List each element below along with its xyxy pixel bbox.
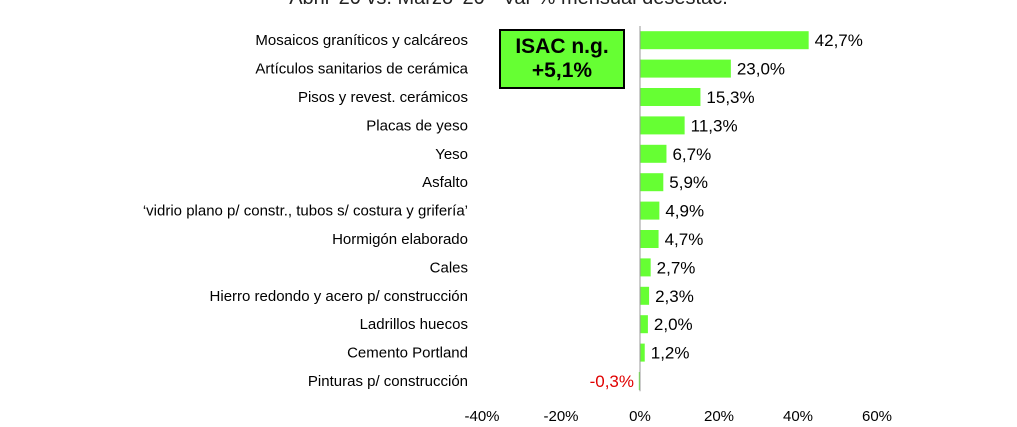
bar [640,343,645,362]
value-label: -0,3% [590,372,634,391]
x-tick-label: 0% [629,408,651,425]
value-label: 42,7% [815,31,863,50]
category-label: Yeso [435,146,468,163]
value-label: 4,9% [665,202,704,221]
bar [638,372,640,390]
isac-annotation-value: +5,1% [531,59,593,82]
bar [640,286,650,305]
bar [640,88,701,106]
bar [640,201,660,220]
value-label: 4,7% [665,230,704,249]
chart-title: Abril '20 vs. Marzo '20 - Var % mensual … [0,0,1017,10]
x-tick-label: 60% [862,408,892,425]
value-label: 6,7% [672,145,711,164]
category-label: Ladrillos huecos [360,316,468,333]
bar [640,31,809,50]
bar [640,173,664,192]
bar [640,258,651,277]
category-label: Hormigón elaborado [332,231,468,248]
isac-annotation-title: ISAC n.g. [515,35,609,58]
value-label: 2,0% [654,315,693,334]
category-label: Cemento Portland [347,345,468,362]
category-label: Pinturas p/ construcción [308,373,468,390]
category-label: Pisos y revest. cerámicos [298,89,468,106]
value-label: 11,3% [691,116,738,135]
category-label: Cales [430,259,468,276]
category-label: Placas de yeso [366,117,468,134]
bar [640,144,667,163]
bar [640,59,731,78]
x-tick-label: -40% [464,408,499,425]
bar [640,230,659,248]
bar [640,315,648,334]
value-label: 2,7% [657,258,696,277]
x-tick-label: -20% [543,408,578,425]
isac-annotation-box: ISAC n.g. +5,1% [499,29,625,89]
value-label: 15,3% [706,88,754,107]
x-tick-label: 40% [783,408,813,425]
category-label: Mosaicos graníticos y calcáreos [255,32,468,49]
value-label: 5,9% [669,173,708,192]
x-tick-label: 20% [704,408,734,425]
value-label: 23,0% [737,60,785,79]
bar [640,116,685,135]
category-label: Artículos sanitarios de cerámica [255,61,468,78]
category-label: Hierro redondo y acero p/ construcción [210,288,468,305]
category-label: Asfalto [422,174,468,191]
value-label: 2,3% [655,287,694,306]
category-label: ‘vidrio plano p/ constr., tubos s/ costu… [143,203,468,220]
value-label: 1,2% [651,344,690,363]
